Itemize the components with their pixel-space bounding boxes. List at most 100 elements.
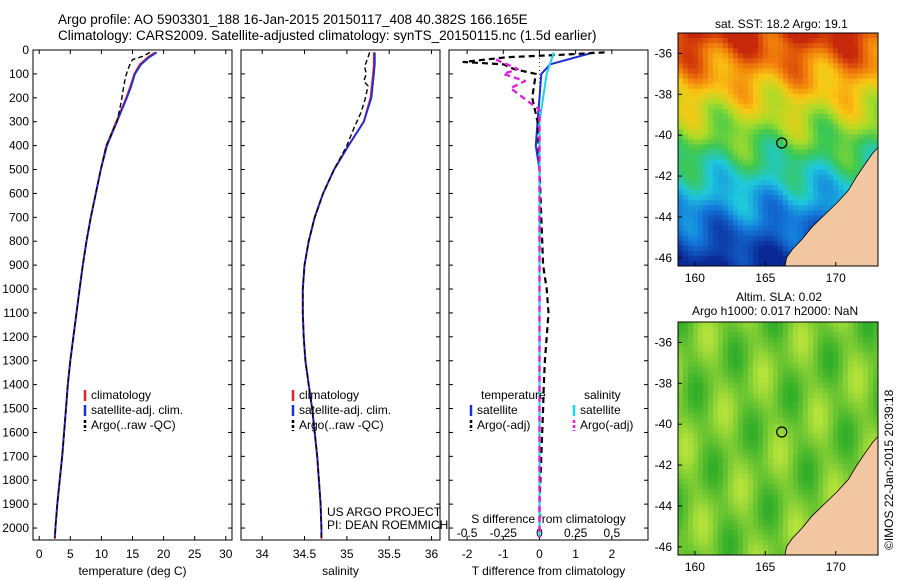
y-tick-label: 1500 [2,402,29,416]
map-cell [788,392,794,399]
map-cell [783,210,789,216]
sla-map-title-line-2: Argo h1000: 0.017 h2000: NaN [692,304,859,318]
map-cell [693,73,699,79]
map-cell [783,524,789,531]
map-cell [798,519,804,526]
map-cell [753,468,759,475]
map-cell [868,83,874,90]
map-cell [723,453,729,460]
map-cell [818,408,824,414]
map-cell [793,48,799,54]
map-lon-label: 160 [685,271,705,285]
map-cell [828,93,834,100]
map-cell [688,468,694,475]
map-cell [813,139,819,145]
map-cell [698,372,704,379]
map-cell [868,387,874,394]
map-cell [858,408,864,414]
y-tick-label: 2000 [2,521,29,535]
map-cell [788,195,794,201]
map-cell [743,68,749,74]
map-cell [753,499,759,505]
map-cell [863,387,869,394]
map-cell [768,519,774,526]
map-cell [858,88,864,95]
map-cell [738,448,744,455]
map-cell [768,48,774,54]
map-cell [808,413,814,419]
map-cell [808,134,814,140]
map-cell [793,230,799,237]
map-cell [813,174,819,181]
map-cell [708,73,714,79]
map-cell [768,119,774,125]
map-cell [798,114,804,120]
map-cell [823,179,829,186]
map-cell [778,403,784,409]
map-cell [768,220,774,226]
map-cell [688,139,694,145]
map-cell [723,68,729,74]
map-cell [788,479,794,485]
map-cell [678,448,684,455]
map-cell [713,83,719,90]
map-cell [718,549,724,556]
map-cell [688,479,694,485]
map-cell [778,494,784,500]
map-cell [733,453,739,460]
map-cell [728,33,734,39]
map-cell [793,215,799,221]
map-cell [738,322,744,328]
map-cell [708,494,714,500]
map-cell [748,367,754,374]
map-cell [873,352,879,358]
map-cell [708,484,714,490]
map-cell [733,499,739,505]
map-cell [763,372,769,379]
map-cell [773,250,779,257]
map-cell [728,514,734,520]
map-cell [733,408,739,414]
map-cell [768,413,774,419]
map-cell [708,453,714,460]
map-cell [768,38,774,44]
map-cell [713,408,719,414]
map-cell [758,489,764,495]
map-cell [788,468,794,475]
map-cell [688,387,694,394]
map-cell [688,33,694,39]
map-cell [693,205,699,211]
map-cell [808,159,814,166]
map-cell [768,382,774,389]
map-cell [718,98,724,105]
map-cell [838,184,844,191]
map-cell [788,215,794,221]
map-cell [758,144,764,150]
map-cell [688,484,694,490]
map-cell [763,164,769,171]
map-cell [813,43,819,49]
map-cell [843,129,849,135]
map-cell [773,179,779,186]
map-cell [708,190,714,196]
map-cell [853,372,859,379]
map-cell [758,43,764,49]
map-cell [803,342,809,348]
map-cell [753,73,759,79]
map-cell [723,499,729,505]
map-cell [728,484,734,490]
map-cell [758,108,764,115]
map-cell [838,413,844,419]
map-cell [753,78,759,85]
map-cell [723,205,729,211]
map-cell [803,397,809,404]
map-cell [808,473,814,480]
map-cell [788,63,794,69]
map-cell [853,93,859,100]
map-cell [768,245,774,252]
map-cell [763,169,769,176]
map-cell [843,58,849,64]
map-cell [758,479,764,485]
map-cell [738,215,744,221]
map-cell [763,250,769,257]
